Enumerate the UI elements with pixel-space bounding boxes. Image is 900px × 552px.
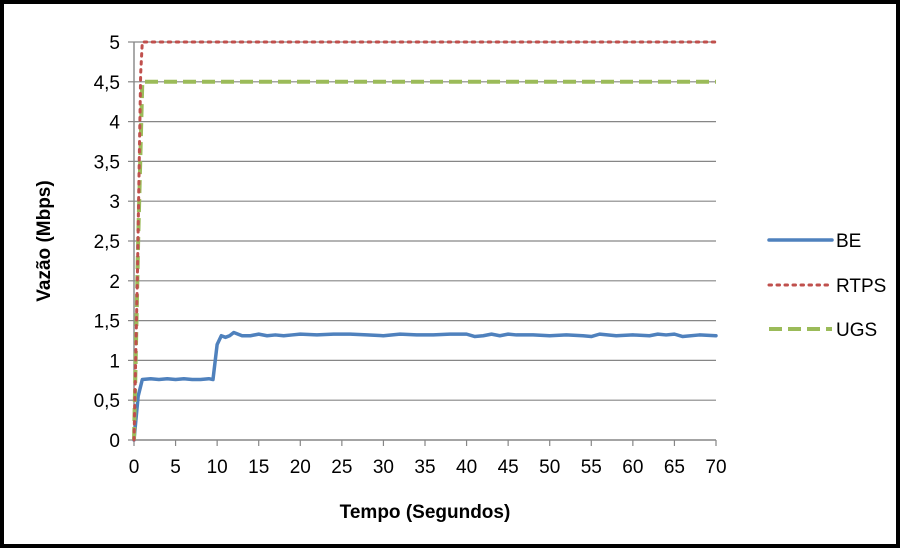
x-tick-label: 40: [456, 457, 477, 478]
y-tick-label: 1: [109, 351, 120, 372]
x-tick-label: 50: [539, 457, 560, 478]
x-tick-label: 35: [414, 457, 435, 478]
y-tick-label: 3,5: [94, 152, 120, 173]
y-tick-label: 5: [109, 33, 120, 54]
y-axis-title: Vazão (Mbps): [34, 180, 55, 301]
y-tick-label: 1,5: [94, 312, 120, 333]
axes: [128, 41, 717, 446]
x-tick-label: 45: [498, 457, 519, 478]
x-tick-label: 10: [207, 457, 228, 478]
x-tick-label: 55: [581, 457, 602, 478]
x-tick-label: 20: [290, 457, 311, 478]
x-tick-label: 0: [129, 457, 140, 478]
gridlines: [134, 41, 716, 401]
legend-label-ugs: UGS: [836, 320, 877, 341]
y-tick-label: 0: [109, 431, 120, 452]
y-tick-label: 3: [109, 192, 120, 213]
line-chart: 00,511,522,533,544,550 5 10 15 20 25 30 35 40 45 5…: [34, 33, 886, 523]
series-line-rtps: [132, 40, 718, 442]
y-tick-label: 4: [109, 113, 120, 134]
x-tick-label: 25: [331, 457, 352, 478]
legend: BE RTPS UGS: [767, 231, 886, 341]
series-line-ugs: [132, 79, 716, 441]
x-tick-label: 60: [622, 457, 643, 478]
series-line-be: [132, 330, 718, 442]
y-tick-label: 2,5: [94, 232, 120, 253]
x-tick-label: 30: [373, 457, 394, 478]
x-tick-label: 5: [170, 457, 181, 478]
series-lines: [132, 40, 718, 442]
legend-label-rtps: RTPS: [836, 276, 886, 297]
x-tick-label: 15: [248, 457, 269, 478]
y-tick-label: 0,5: [94, 391, 120, 412]
y-tick-label: 4,5: [94, 73, 120, 94]
x-tick-label: 65: [664, 457, 685, 478]
x-axis-title: Tempo (Segundos): [340, 502, 511, 523]
y-tick-label: 2: [109, 272, 120, 293]
legend-label-be: BE: [836, 231, 861, 252]
tick-labels: 00,511,522,533,544,550 5 10 15 20 25 30 35 40 45 5…: [94, 33, 727, 478]
x-tick-label: 70: [705, 457, 726, 478]
